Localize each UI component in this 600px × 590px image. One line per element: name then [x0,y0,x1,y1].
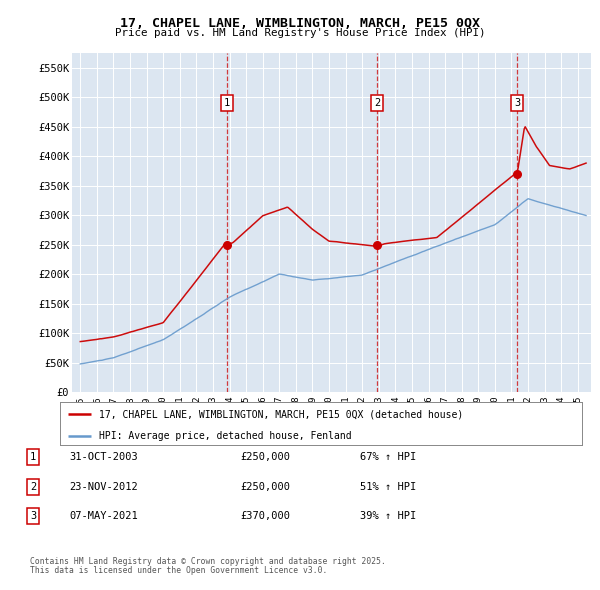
Text: 67% ↑ HPI: 67% ↑ HPI [360,453,416,462]
Text: Contains HM Land Registry data © Crown copyright and database right 2025.: Contains HM Land Registry data © Crown c… [30,558,386,566]
Text: This data is licensed under the Open Government Licence v3.0.: This data is licensed under the Open Gov… [30,566,328,575]
Text: 31-OCT-2003: 31-OCT-2003 [69,453,138,462]
Text: 17, CHAPEL LANE, WIMBLINGTON, MARCH, PE15 0QX: 17, CHAPEL LANE, WIMBLINGTON, MARCH, PE1… [120,17,480,30]
Text: 17, CHAPEL LANE, WIMBLINGTON, MARCH, PE15 0QX (detached house): 17, CHAPEL LANE, WIMBLINGTON, MARCH, PE1… [99,409,463,419]
Text: 23-NOV-2012: 23-NOV-2012 [69,482,138,491]
Point [512,169,522,179]
Text: Price paid vs. HM Land Registry's House Price Index (HPI): Price paid vs. HM Land Registry's House … [115,28,485,38]
Text: 51% ↑ HPI: 51% ↑ HPI [360,482,416,491]
Text: £370,000: £370,000 [240,512,290,521]
Text: 2: 2 [30,482,36,491]
Text: 07-MAY-2021: 07-MAY-2021 [69,512,138,521]
Text: £250,000: £250,000 [240,482,290,491]
Point [372,240,382,250]
Text: 3: 3 [514,99,520,108]
Text: 1: 1 [224,99,230,108]
Text: 3: 3 [30,512,36,521]
Text: 1: 1 [30,453,36,462]
Text: 39% ↑ HPI: 39% ↑ HPI [360,512,416,521]
Text: 2: 2 [374,99,380,108]
Point [222,240,232,250]
Text: £250,000: £250,000 [240,453,290,462]
Text: HPI: Average price, detached house, Fenland: HPI: Average price, detached house, Fenl… [99,431,352,441]
